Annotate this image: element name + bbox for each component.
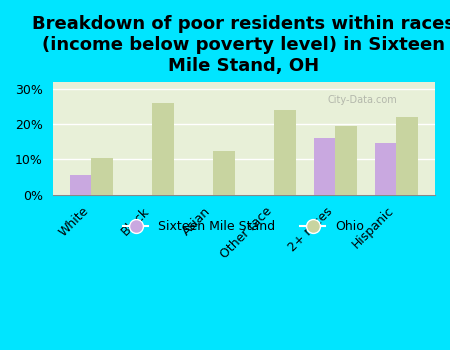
Legend: Sixteen Mile Stand, Ohio: Sixteen Mile Stand, Ohio (118, 215, 369, 238)
Bar (152, 103, 174, 195)
Bar (396, 117, 418, 195)
Bar (213, 150, 234, 195)
Bar (91, 158, 112, 195)
Text: City-Data.com: City-Data.com (328, 95, 398, 105)
Title: Breakdown of poor residents within races
(income below poverty level) in Sixteen: Breakdown of poor residents within races… (32, 15, 450, 75)
Bar (335, 126, 357, 195)
Bar (70, 175, 91, 195)
Bar (274, 110, 296, 195)
Bar (375, 144, 396, 195)
Bar (314, 138, 335, 195)
